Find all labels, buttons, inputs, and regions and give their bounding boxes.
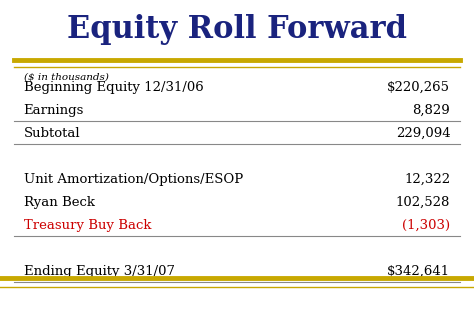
Text: Equity Roll Forward: Equity Roll Forward [67,14,407,45]
Text: Unit Amortization/Options/ESOP: Unit Amortization/Options/ESOP [24,173,243,186]
Text: ſƒ: ſƒ [17,290,33,308]
Text: Page 25: Page 25 [429,301,460,310]
Text: $220,265: $220,265 [387,81,450,94]
Text: 8,829: 8,829 [412,104,450,117]
Text: Ending Equity 3/31/07: Ending Equity 3/31/07 [24,265,175,278]
Text: Beginning Equity 12/31/06: Beginning Equity 12/31/06 [24,81,203,94]
Text: 229,094: 229,094 [396,127,450,140]
Text: (1,303): (1,303) [402,219,450,232]
Text: Ryan Beck: Ryan Beck [24,196,95,209]
Text: Treasury Buy Back: Treasury Buy Back [24,219,151,232]
Text: $342,641: $342,641 [387,265,450,278]
Text: 12,322: 12,322 [404,173,450,186]
Text: 102,528: 102,528 [396,196,450,209]
Text: ($ in thousands): ($ in thousands) [24,73,109,82]
Text: Earnings: Earnings [24,104,84,117]
Text: Subtotal: Subtotal [24,127,80,140]
